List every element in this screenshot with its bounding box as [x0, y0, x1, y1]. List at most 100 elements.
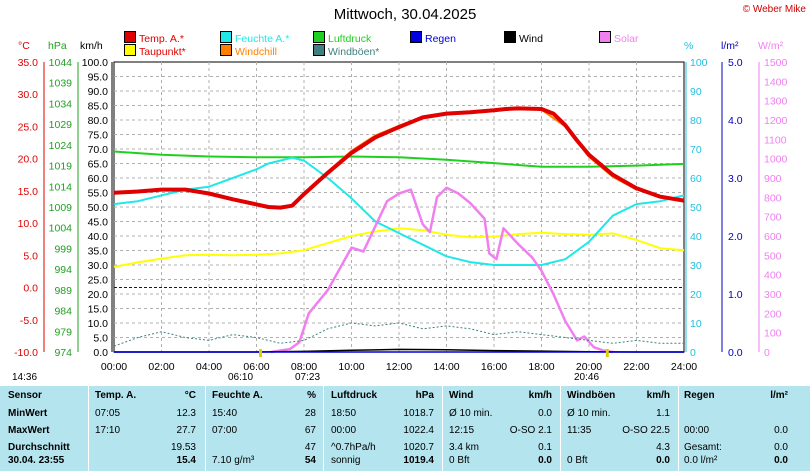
table-cell-value: 15.4	[176, 455, 196, 466]
humidity-tick-label: 60	[690, 173, 702, 185]
wind-tick-label: 90.0	[88, 86, 109, 98]
table-cell-meta: 0 Bft	[449, 455, 470, 466]
legend-swatch	[504, 31, 516, 43]
table-cell-value: 28	[304, 408, 316, 419]
wind-tick-label: 95.0	[88, 72, 109, 84]
table-cell-value: 0.0	[774, 425, 788, 436]
table-cell-value: 1022.4	[403, 425, 434, 436]
pressure-tick-label: 1024	[49, 140, 73, 152]
solar-tick-label: 1100	[764, 134, 787, 146]
temp-tick-label: -10.0	[14, 347, 38, 359]
table-header-unit: hPa	[415, 390, 434, 401]
x-tick-label: 04:00	[196, 361, 222, 373]
pressure-tick-label: 999	[54, 243, 72, 255]
legend-swatch	[599, 31, 611, 43]
table-cell-meta: 00:00	[684, 425, 710, 436]
legend-swatch	[124, 31, 136, 43]
legend-label: Windböen*	[328, 46, 380, 58]
solar-tick-label: 800	[764, 192, 782, 204]
legend-label: Windchill	[235, 46, 278, 58]
pressure-tick-label: 1019	[49, 161, 73, 173]
table-cell-meta: 18:50	[331, 408, 357, 419]
series-taupunkt	[113, 227, 685, 268]
legend-swatch	[220, 44, 232, 56]
solar-tick-label: 1000	[764, 154, 788, 166]
table-cell-value: 0.0	[774, 442, 788, 453]
rain-tick-label: 3.0	[728, 173, 743, 185]
table-cell-meta: 0 Bft	[567, 455, 588, 466]
wind-tick-label: 25.0	[88, 275, 109, 287]
table-cell-value: 0.0	[656, 455, 670, 466]
table-cell-value: 4.3	[656, 442, 670, 453]
table-cell-value: 0.0	[774, 455, 788, 466]
solar-tick-label: 600	[764, 231, 782, 243]
temp-tick-label: 35.0	[18, 57, 39, 69]
temp-tick-label: 20.0	[18, 154, 39, 166]
legend-swatch	[124, 44, 136, 56]
wind-tick-label: 55.0	[88, 188, 109, 200]
series-feuchte-a	[113, 156, 685, 266]
table-cell-value: O-SO 22.5	[622, 425, 670, 436]
table-cell-value: 0.0	[538, 455, 552, 466]
series-windb-en	[113, 322, 684, 347]
time-mark-sunrise: 06:10	[228, 372, 254, 383]
table-cell-meta: 07:05	[95, 408, 121, 419]
table-header-unit: l/m²	[770, 390, 788, 401]
table-cell-value: 19.53	[170, 442, 196, 453]
solar-tick-label: 1500	[764, 57, 788, 69]
x-tick-label: 18:00	[528, 361, 554, 373]
unit-rain: l/m²	[721, 40, 739, 52]
wind-tick-label: 70.0	[88, 144, 109, 156]
unit-hpa: hPa	[48, 40, 67, 52]
table-header: Luftdruck	[331, 390, 378, 401]
legend-label: Luftdruck	[328, 33, 372, 45]
legend-swatch	[313, 44, 325, 56]
pressure-tick-label: 1004	[49, 223, 73, 235]
table-cell-meta: 00:00	[331, 425, 357, 436]
rain-tick-label: 4.0	[728, 115, 743, 127]
humidity-tick-label: 70	[690, 144, 702, 156]
table-cell-value: 47	[304, 442, 316, 453]
humidity-tick-label: 10	[690, 318, 702, 330]
legend-item: Solar	[599, 31, 639, 45]
solar-tick-label: 500	[764, 250, 782, 262]
table-cell-meta: 11:35	[567, 425, 592, 436]
solar-tick-label: 200	[764, 308, 782, 320]
table-cell-meta: 7.10 g/m³	[212, 455, 255, 466]
table-row-label: MinWert	[8, 408, 48, 419]
legend-item: Luftdruck	[313, 31, 371, 45]
pressure-tick-label: 979	[54, 326, 72, 338]
x-tick-label: 12:00	[386, 361, 412, 373]
wind-tick-label: 100.0	[82, 57, 108, 69]
table-cell-meta: 0.0 l/m²	[684, 455, 718, 466]
chart-title: Mittwoch, 30.04.2025	[333, 6, 477, 23]
wind-tick-label: 0.0	[93, 347, 108, 359]
wind-tick-label: 30.0	[88, 260, 109, 272]
x-tick-label: 06:00	[243, 361, 269, 373]
table-cell-value: 27.7	[176, 425, 196, 436]
x-tick-label: 02:00	[148, 361, 174, 373]
legend-item: Temp. A.*	[124, 31, 184, 45]
pressure-tick-label: 1044	[49, 57, 73, 69]
humidity-tick-label: 20	[690, 289, 702, 301]
temp-tick-label: 25.0	[18, 121, 39, 133]
table-header: Temp. A.	[95, 390, 137, 401]
table-cell-value: 1019.4	[403, 455, 434, 466]
table-cell-meta: Gesamt:	[684, 442, 722, 453]
solar-tick-label: 900	[764, 173, 782, 185]
statistics-table: Sensor Temp. A. °C Feuchte A.% Luftdruck hPa W…	[0, 386, 810, 471]
wind-tick-label: 35.0	[88, 246, 109, 258]
table-cell-meta: 3.4 km	[449, 442, 480, 453]
wind-tick-label: 45.0	[88, 217, 109, 229]
table-header: Wind	[449, 390, 474, 401]
table-cell-value: 1020.7	[403, 442, 434, 453]
copyright-text[interactable]: © Weber Mike	[742, 4, 806, 15]
pressure-tick-label: 994	[54, 264, 72, 276]
table-cell-meta: 07:00	[212, 425, 238, 436]
unit-celsius: °C	[18, 40, 30, 52]
humidity-tick-label: 80	[690, 115, 702, 127]
table-cell-meta: Ø 10 min.	[567, 408, 611, 419]
rain-tick-label: 2.0	[728, 231, 743, 243]
pressure-tick-label: 1009	[49, 202, 73, 214]
table-row-label: 30.04. 23:55	[8, 455, 65, 466]
